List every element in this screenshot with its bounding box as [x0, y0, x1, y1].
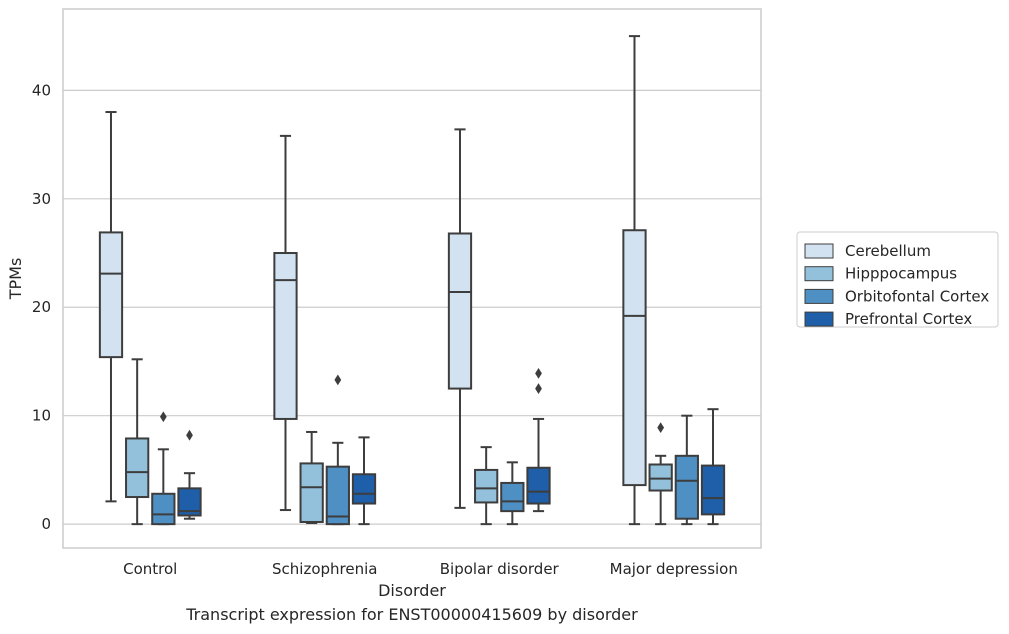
- y-axis-label: TPMs: [6, 258, 25, 301]
- x-tick-label: Schizophrenia: [272, 560, 377, 578]
- box-orbitofontal-cortex: [151, 411, 176, 526]
- box-iqr: [674, 454, 699, 520]
- box-cerebellum: [622, 35, 647, 526]
- legend-label: Prefrontal Cortex: [845, 310, 972, 328]
- y-tick-label: 20: [32, 298, 51, 316]
- box-iqr: [526, 466, 551, 505]
- box-iqr: [125, 437, 150, 499]
- figure-caption: Transcript expression for ENST0000041560…: [186, 605, 638, 624]
- legend-swatch: [804, 266, 834, 282]
- box-iqr: [500, 481, 525, 513]
- box-iqr: [177, 487, 202, 517]
- legend-label: Cerebellum: [845, 242, 931, 260]
- box-iqr: [299, 462, 324, 523]
- outlier-point: [186, 429, 193, 441]
- y-tick-label: 30: [32, 190, 51, 208]
- box-orbitofontal-cortex: [500, 461, 525, 526]
- box-cerebellum: [273, 134, 298, 512]
- box-iqr: [98, 231, 124, 359]
- box-orbitofontal-cortex: [674, 414, 699, 526]
- x-axis-label: Disorder: [378, 581, 446, 600]
- box-prefrontal-cortex: [526, 367, 551, 513]
- grid-lines: [63, 89, 761, 525]
- box-iqr: [622, 229, 647, 487]
- box-prefrontal-cortex: [177, 429, 202, 520]
- legend-swatch: [804, 288, 834, 304]
- box-iqr: [648, 463, 673, 492]
- y-tick-label: 40: [32, 81, 51, 99]
- box-iqr: [447, 232, 473, 390]
- box-series: [98, 35, 726, 526]
- box-iqr: [325, 465, 350, 526]
- box-hipppocampus: [125, 358, 150, 526]
- legend-frame: [796, 231, 999, 328]
- outlier-point: [535, 383, 542, 394]
- legend-swatch: [804, 243, 834, 259]
- plot-frame: [62, 8, 762, 549]
- box-hipppocampus: [648, 422, 673, 526]
- outlier-point: [334, 374, 342, 386]
- x-tick-label: Major depression: [610, 560, 738, 578]
- box-iqr: [151, 492, 176, 526]
- box-iqr: [273, 252, 298, 420]
- x-axis-ticks: Control Schizophrenia Bipolar disorder Majo…: [123, 560, 738, 578]
- box-cerebellum: [447, 128, 473, 509]
- x-tick-label: Bipolar disorder: [440, 560, 560, 578]
- box-iqr: [351, 473, 377, 505]
- y-tick-label: 10: [32, 407, 51, 425]
- legend-label: Orbitofontal Cortex: [845, 287, 989, 305]
- legend-swatch: [804, 311, 834, 327]
- y-axis-ticks: 0 10 20 30 40: [32, 81, 51, 533]
- box-hipppocampus: [299, 430, 324, 525]
- box-prefrontal-cortex: [700, 408, 726, 526]
- outlier-point: [535, 367, 542, 379]
- box-hipppocampus: [474, 446, 499, 526]
- outlier-point: [657, 422, 665, 434]
- y-tick-label: 0: [41, 515, 51, 533]
- box-cerebellum: [98, 111, 124, 503]
- x-tick-label: Control: [123, 560, 177, 578]
- legend: Cerebellum Hipppocampus Orbitofontal Corte…: [796, 231, 999, 328]
- box-iqr: [474, 468, 499, 504]
- outlier-point: [159, 411, 167, 423]
- box-iqr: [700, 464, 726, 516]
- box-orbitofontal-cortex: [325, 374, 350, 526]
- legend-label: Hipppocampus: [845, 265, 957, 283]
- box-prefrontal-cortex: [351, 436, 377, 526]
